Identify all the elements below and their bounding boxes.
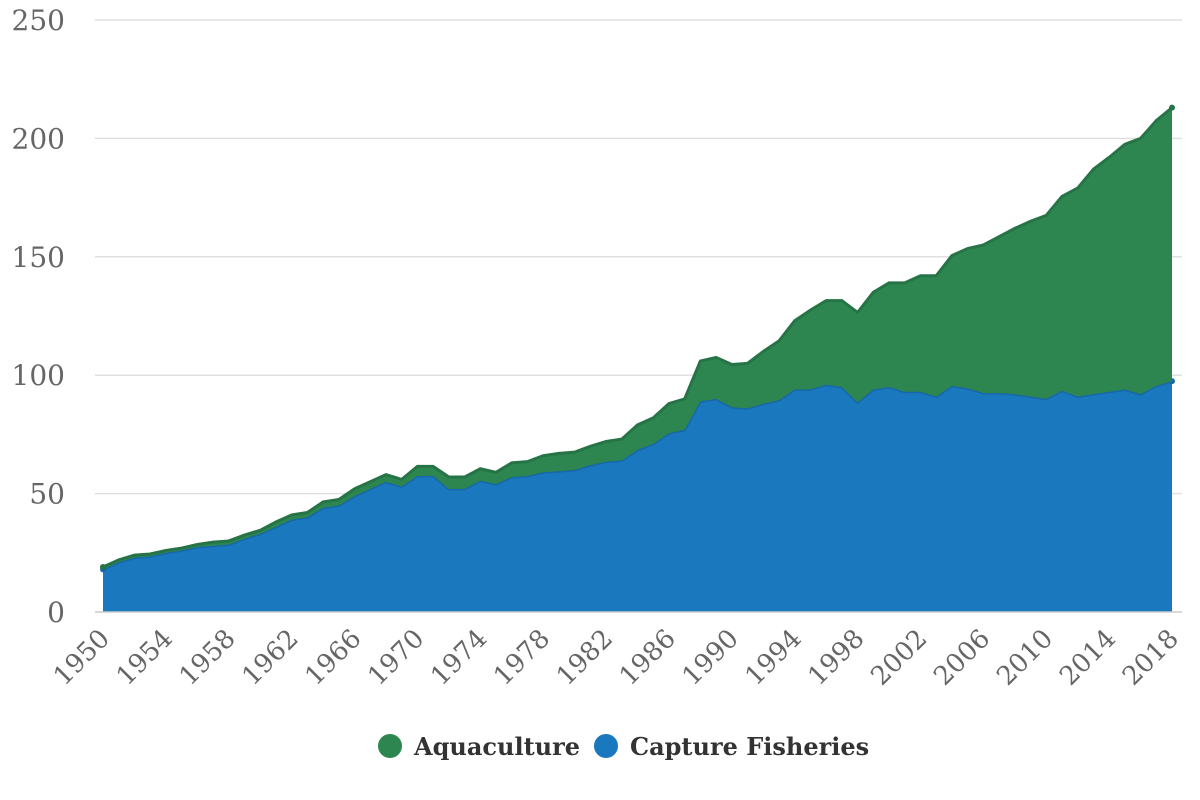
x-tick-label: 2010 [991, 624, 1059, 692]
x-tick-label: 1962 [237, 624, 305, 692]
legend-marker-capture-fisheries [594, 734, 618, 758]
legend: Aquaculture Capture Fisheries [378, 732, 869, 761]
legend-label-aquaculture: Aquaculture [413, 732, 580, 761]
legend-label-capture-fisheries: Capture Fisheries [630, 732, 869, 761]
x-axis-ticks: 1950195419581962196619701974197819821986… [48, 624, 1185, 692]
x-tick-label: 2018 [1117, 624, 1185, 692]
x-tick-label: 1978 [488, 624, 556, 692]
point-aquaculture-end [1169, 104, 1175, 111]
y-axis-ticks: 0 50 100 150 200 250 [12, 4, 65, 629]
x-tick-label: 1986 [614, 624, 682, 692]
x-tick-label: 2006 [928, 624, 996, 692]
y-tick-label: 100 [12, 359, 65, 392]
x-tick-label: 1966 [299, 624, 367, 692]
line-aquaculture [102, 106, 1173, 569]
chart-areas [100, 104, 1175, 612]
x-tick-label: 1970 [362, 624, 430, 692]
y-tick-label: 200 [12, 122, 65, 155]
x-tick-label: 2002 [865, 624, 933, 692]
x-tick-label: 1958 [174, 624, 242, 692]
y-tick-label: 0 [47, 596, 65, 629]
x-tick-label: 1998 [803, 624, 871, 692]
area-capture-fisheries [103, 381, 1172, 612]
x-tick-label: 2014 [1054, 624, 1122, 692]
x-tick-label: 1974 [425, 624, 493, 692]
x-tick-label: 1982 [551, 624, 619, 692]
x-tick-label: 1990 [677, 624, 745, 692]
area-aquaculture [103, 107, 1172, 570]
y-tick-label: 50 [29, 478, 65, 511]
x-tick-label: 1994 [740, 624, 808, 692]
x-tick-label: 1950 [48, 624, 116, 692]
legend-marker-aquaculture [378, 734, 402, 758]
x-tick-label: 1954 [111, 624, 179, 692]
y-tick-label: 150 [12, 241, 65, 274]
point-aquaculture-start [100, 564, 106, 571]
y-tick-label: 250 [12, 4, 65, 37]
